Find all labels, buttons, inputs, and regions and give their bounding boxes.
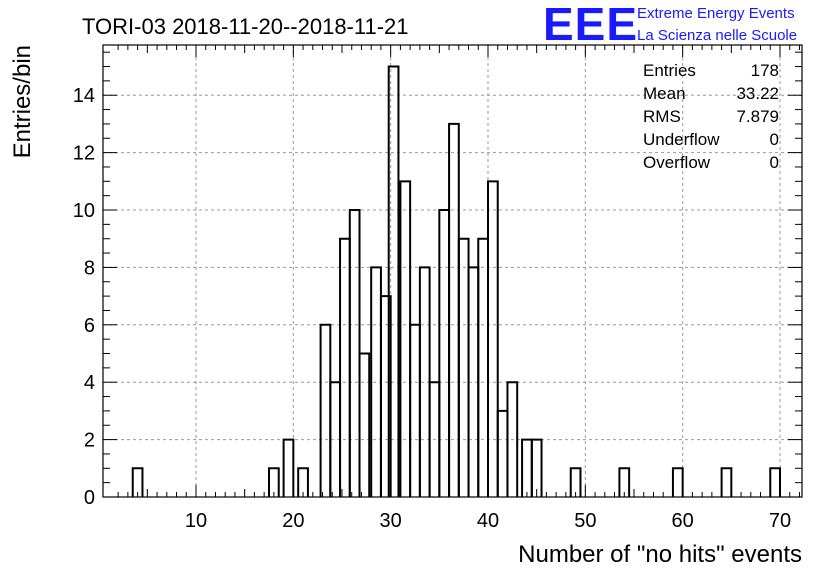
y-tick-label: 2 (84, 430, 95, 452)
stats-value: 33.22 (736, 84, 779, 103)
histogram-bin (282, 438, 295, 497)
histogram-bins (131, 65, 781, 497)
stats-value: 7.879 (736, 107, 779, 126)
histogram-bin (448, 122, 460, 497)
histogram-bin (569, 467, 582, 497)
axes (102, 44, 803, 498)
histogram-bin (131, 467, 144, 497)
stats-label: RMS (643, 107, 681, 126)
stats-box: Entries 178 Mean 33.22 RMS 7.879 Underflow 0 Ove… (643, 61, 779, 172)
x-tick-label: 60 (672, 510, 694, 532)
histogram-bin (268, 467, 280, 497)
histogram-bin (457, 237, 470, 497)
y-tick-label: 0 (84, 487, 95, 509)
histogram-bin (409, 323, 421, 497)
y-tick-label: 10 (73, 200, 95, 222)
histogram-bin (521, 438, 533, 497)
histogram-bin (379, 295, 392, 497)
histogram-bin (399, 180, 412, 497)
histogram-bin (477, 237, 489, 497)
x-tick-label: 30 (380, 510, 402, 532)
logo-line-1: Extreme Energy Events (637, 5, 795, 22)
histogram-bin (496, 409, 509, 497)
x-tick-label: 10 (185, 510, 207, 532)
histogram-bin (297, 467, 309, 497)
stats-value: 178 (751, 61, 779, 80)
x-tick-label: 20 (282, 510, 304, 532)
x-tick-label: 70 (769, 510, 791, 532)
stats-value: 0 (770, 130, 779, 149)
y-tick-labels: 0 2 4 6 8 10 12 14 (73, 85, 95, 509)
x-tick-label: 50 (574, 510, 596, 532)
stats-label: Overflow (643, 153, 711, 172)
x-tick-labels: 10 20 30 40 50 60 70 (185, 510, 791, 532)
y-tick-label: 8 (84, 257, 95, 279)
plot-frame (102, 44, 803, 498)
y-tick-label: 14 (73, 85, 95, 107)
logo-line-2: La Scienza nelle Scuole (637, 27, 797, 44)
histogram-bin (438, 209, 451, 497)
histogram-bin (348, 209, 361, 497)
histogram-bin (618, 467, 631, 497)
stats-label: Underflow (643, 130, 720, 149)
chart-title: TORI-03 2018-11-20--2018-11-21 (82, 14, 409, 39)
histogram-bin (319, 323, 332, 497)
histogram-bin (358, 352, 371, 497)
histogram-bin (530, 438, 543, 497)
histogram-bin (387, 65, 400, 497)
histogram-bin (487, 180, 499, 497)
histogram-bin (506, 381, 519, 497)
y-axis-title: Entries/bin (9, 45, 36, 158)
histogram-bin (769, 467, 781, 497)
y-tick-label: 4 (84, 372, 95, 394)
stats-value: 0 (770, 153, 779, 172)
stats-label: Entries (643, 61, 696, 80)
logo-text: EEE (543, 0, 638, 50)
x-tick-label: 40 (477, 510, 499, 532)
histogram-bin (339, 237, 351, 497)
stats-label: Mean (643, 84, 686, 103)
x-axis-title: Number of "no hits" events (518, 541, 802, 568)
y-tick-label: 6 (84, 315, 95, 337)
eee-logo: EEE Extreme Energy Events La Scienza nel… (543, 0, 797, 50)
histogram-bin (671, 467, 684, 497)
histogram-bin (720, 467, 733, 497)
y-tick-label: 12 (73, 143, 95, 165)
grid (103, 45, 802, 497)
